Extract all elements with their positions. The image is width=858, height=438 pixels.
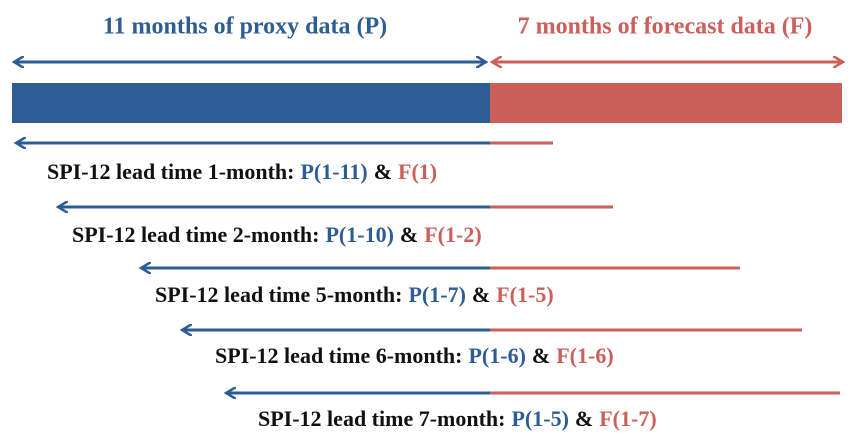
forecast-range: F(1-2) xyxy=(424,222,481,247)
forecast-range: F(1-5) xyxy=(496,282,553,307)
row-caption: SPI-12 lead time 6-month: P(1-6) & F(1-6) xyxy=(215,343,614,368)
forecast-label: 7 months of forecast data (F) xyxy=(518,14,813,40)
joiner: & xyxy=(575,406,593,431)
row-label: SPI-12 lead time 1-month: xyxy=(47,159,294,184)
proxy-range: P(1-11) xyxy=(300,159,367,184)
row-label: SPI-12 lead time 2-month: xyxy=(72,222,319,247)
row-caption: SPI-12 lead time 2-month: P(1-10) & F(1-2) xyxy=(72,222,482,247)
row-caption: SPI-12 lead time 7-month: P(1-5) & F(1-7) xyxy=(258,406,657,431)
forecast-range: F(1-6) xyxy=(556,343,613,368)
row-label: SPI-12 lead time 6-month: xyxy=(215,343,462,368)
proxy-label: 11 months of proxy data (P) xyxy=(103,14,387,40)
joiner: & xyxy=(400,222,418,247)
joiner: & xyxy=(532,343,550,368)
row-label: SPI-12 lead time 5-month: xyxy=(155,282,402,307)
proxy-range: P(1-10) xyxy=(325,222,393,247)
joiner: & xyxy=(472,282,490,307)
forecast-range: F(1-7) xyxy=(599,406,656,431)
proxy-range: P(1-5) xyxy=(511,406,568,431)
forecast-bar xyxy=(490,83,842,123)
proxy-bar xyxy=(12,83,490,123)
proxy-range: P(1-6) xyxy=(468,343,525,368)
joiner: & xyxy=(374,159,392,184)
row-label: SPI-12 lead time 7-month: xyxy=(258,406,505,431)
proxy-range: P(1-7) xyxy=(408,282,465,307)
row-caption: SPI-12 lead time 5-month: P(1-7) & F(1-5) xyxy=(155,282,554,307)
forecast-range: F(1) xyxy=(398,159,437,184)
row-caption: SPI-12 lead time 1-month: P(1-11) & F(1) xyxy=(47,159,437,184)
